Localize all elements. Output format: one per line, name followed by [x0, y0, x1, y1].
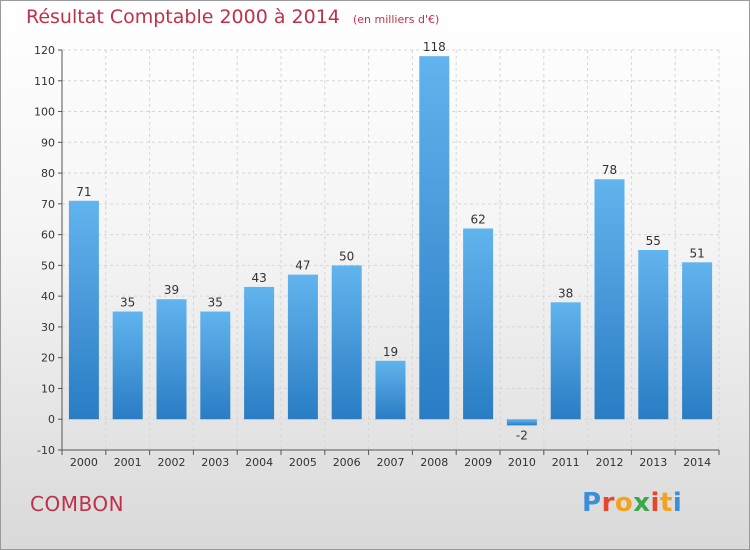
bar — [506, 419, 537, 426]
y-tick-label: 0 — [48, 413, 55, 426]
data-label: 78 — [602, 163, 617, 177]
bar — [419, 56, 450, 420]
y-tick-label: 60 — [41, 229, 55, 242]
bars — [68, 56, 713, 426]
bar — [244, 286, 275, 420]
x-tick-label: 2013 — [639, 456, 667, 469]
bar — [550, 302, 581, 420]
chart-title-row: Résultat Comptable 2000 à 2014 (en milli… — [26, 6, 439, 28]
proxiti-logo[interactable]: Proxiti — [582, 488, 682, 518]
data-label: 71 — [76, 185, 91, 199]
data-label: 50 — [339, 249, 354, 263]
x-tick-label: 2011 — [552, 456, 580, 469]
bar — [638, 250, 669, 420]
x-tick-label: 2002 — [158, 456, 186, 469]
data-label: 35 — [208, 296, 223, 310]
axes: -10 0 10 20 30 40 50 60 70 80 90 100 110 120 2000 2001 2… — [34, 44, 720, 469]
y-tick-label: 50 — [41, 259, 55, 272]
logo-letter: r — [601, 488, 615, 518]
bar — [200, 311, 231, 420]
data-label: 43 — [251, 271, 266, 285]
y-tick-label: 110 — [34, 75, 55, 88]
commune-name: COMBON — [30, 492, 125, 516]
data-label: 51 — [689, 246, 704, 260]
bar — [375, 360, 406, 420]
y-tick-label: 100 — [34, 106, 55, 119]
y-tick-label: 80 — [41, 167, 55, 180]
data-label: 35 — [120, 296, 135, 310]
y-tick-label: -10 — [37, 444, 55, 457]
x-tick-label: 2004 — [245, 456, 273, 469]
x-tick-label: 2006 — [333, 456, 361, 469]
data-label: 62 — [470, 212, 485, 226]
bar — [156, 299, 187, 420]
data-label: 118 — [423, 40, 446, 54]
bar — [463, 228, 494, 420]
y-tick-label: 10 — [41, 382, 55, 395]
logo-letter: i — [650, 488, 660, 518]
bar — [68, 200, 99, 420]
x-tick-label: 2009 — [464, 456, 492, 469]
x-tick-label: 2010 — [508, 456, 536, 469]
logo-letter: o — [614, 488, 634, 518]
chart-title: Résultat Comptable 2000 à 2014 — [26, 6, 340, 28]
data-label: 39 — [164, 283, 179, 297]
data-labels: 71 35 39 35 43 47 50 19 118 62 -2 38 78 55 51 — [76, 40, 704, 442]
data-label: 55 — [646, 234, 661, 248]
y-tick-label: 30 — [41, 321, 55, 334]
logo-letter: P — [582, 488, 602, 518]
bar — [287, 274, 318, 420]
data-label: 47 — [295, 259, 310, 273]
bar — [112, 311, 143, 420]
chart-subtitle: (en milliers d'€) — [352, 13, 440, 26]
y-tick-label: 90 — [41, 136, 55, 149]
x-tick-label: 2007 — [377, 456, 405, 469]
x-tick-label: 2014 — [683, 456, 711, 469]
bar — [331, 265, 362, 420]
logo-letter: t — [659, 488, 673, 518]
x-tick-label: 2003 — [201, 456, 229, 469]
x-tick-label: 2008 — [420, 456, 448, 469]
logo-letter: x — [633, 488, 651, 518]
data-label: 19 — [383, 345, 398, 359]
x-tick-label: 2001 — [114, 456, 142, 469]
y-tick-label: 40 — [41, 290, 55, 303]
x-tick-label: 2005 — [289, 456, 317, 469]
data-label: -2 — [516, 428, 528, 442]
y-tick-label: 70 — [41, 198, 55, 211]
logo-letter: i — [672, 488, 683, 518]
bar — [682, 262, 713, 420]
x-tick-label: 2000 — [70, 456, 98, 469]
bar — [594, 179, 625, 420]
y-tick-label: 120 — [34, 44, 55, 57]
x-tick-label: 2012 — [596, 456, 624, 469]
y-tick-label: 20 — [41, 352, 55, 365]
data-label: 38 — [558, 286, 573, 300]
